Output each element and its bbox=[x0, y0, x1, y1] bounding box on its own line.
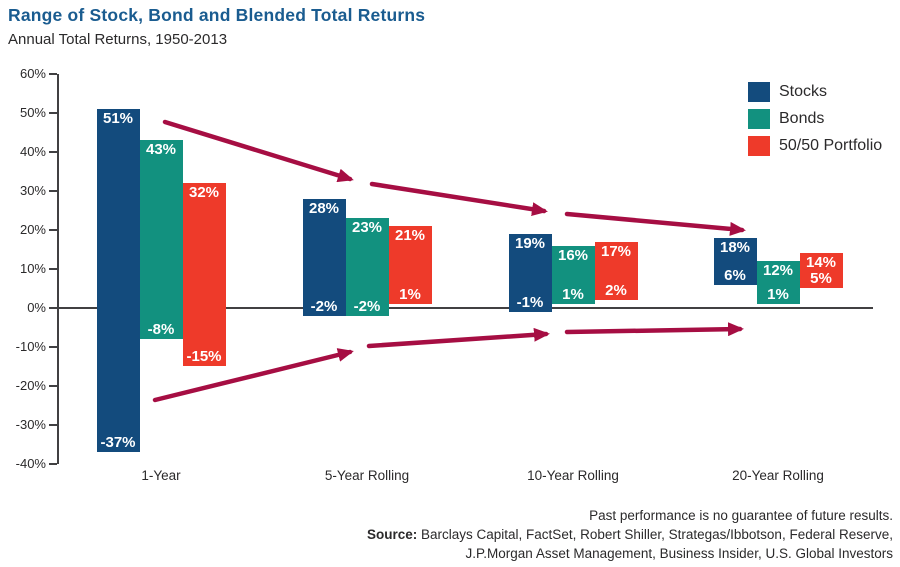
legend-item-stocks: Stocks bbox=[748, 82, 882, 102]
bar-low-value-label: -2% bbox=[310, 297, 338, 315]
y-axis-tick bbox=[49, 73, 57, 75]
bar-low-value-label: 5% bbox=[810, 270, 832, 288]
category-label-20-year-rolling: 20-Year Rolling bbox=[732, 468, 824, 483]
zero-baseline bbox=[57, 306, 873, 309]
bar-low-value-label: -8% bbox=[147, 321, 175, 339]
bar-bonds-20-year-rolling: 12% 1% bbox=[756, 261, 800, 305]
y-axis-tick bbox=[49, 268, 57, 270]
bar-high-value-label: 12% bbox=[762, 262, 794, 280]
bar-high-value-label: 16% bbox=[557, 246, 589, 264]
bar-high-value-label: 28% bbox=[308, 199, 340, 217]
bar-low-value-label: -1% bbox=[516, 293, 544, 311]
bonds-legend-swatch-icon bbox=[748, 109, 770, 129]
legend-label: Bonds bbox=[779, 110, 825, 127]
y-tick-label: 60% bbox=[19, 66, 46, 81]
bar-stocks-10-year-rolling: 19% -1% bbox=[508, 233, 552, 312]
bar-low-value-label: -15% bbox=[186, 348, 222, 366]
y-tick-label: 10% bbox=[19, 261, 46, 276]
bar-low-value-label: -37% bbox=[100, 434, 136, 452]
category-label-10-year-rolling: 10-Year Rolling bbox=[527, 468, 619, 483]
y-axis-tick bbox=[49, 346, 57, 348]
bar-50-50-portfolio-10-year-rolling: 17% 2% bbox=[594, 241, 638, 301]
bar-50-50-portfolio-20-year-rolling: 14% 5% bbox=[799, 253, 843, 289]
category-label-1-year: 1-Year bbox=[141, 468, 181, 483]
source-line-1: Source: Barclays Capital, FactSet, Rober… bbox=[367, 527, 893, 542]
y-tick-label: 0% bbox=[27, 300, 46, 315]
bar-low-value-label: 6% bbox=[724, 266, 746, 284]
y-axis-tick bbox=[49, 112, 57, 114]
disclaimer-text: Past performance is no guarantee of futu… bbox=[589, 508, 893, 523]
y-axis-tick bbox=[49, 424, 57, 426]
chart-subtitle: Annual Total Returns, 1950-2013 bbox=[8, 31, 228, 48]
bar-high-value-label: 17% bbox=[600, 242, 632, 260]
legend-item-50-50-portfolio: 50/50 Portfolio bbox=[748, 136, 882, 156]
bar-high-value-label: 23% bbox=[351, 219, 383, 237]
y-tick-label: -40% bbox=[15, 456, 46, 471]
bar-low-value-label: -2% bbox=[353, 297, 381, 315]
bar-bonds-1-year: 43% -8% bbox=[139, 140, 183, 340]
bar-stocks-5-year-rolling: 28% -2% bbox=[302, 198, 346, 316]
y-tick-label: -30% bbox=[15, 417, 46, 432]
bar-50-50-portfolio-5-year-rolling: 21% 1% bbox=[388, 226, 432, 305]
source-line-2: J.P.Morgan Asset Management, Business In… bbox=[465, 546, 893, 561]
chart-legend: Stocks Bonds 50/50 Portfolio bbox=[748, 82, 882, 163]
stocks-legend-swatch-icon bbox=[748, 82, 770, 102]
legend-label: Stocks bbox=[779, 83, 828, 100]
y-axis-tick bbox=[49, 463, 57, 465]
bar-high-value-label: 43% bbox=[145, 141, 177, 159]
bar-high-value-label: 18% bbox=[719, 238, 751, 256]
y-axis-tick bbox=[49, 307, 57, 309]
bar-high-value-label: 32% bbox=[188, 184, 220, 202]
y-axis-tick bbox=[49, 385, 57, 387]
source-label: Source: bbox=[367, 527, 418, 542]
bar-high-value-label: 14% bbox=[805, 254, 837, 272]
bar-high-value-label: 19% bbox=[514, 234, 546, 252]
bar-stocks-1-year: 51% -37% bbox=[96, 109, 140, 453]
chart-footer: Past performance is no guarantee of futu… bbox=[367, 506, 893, 563]
bar-low-value-label: 1% bbox=[767, 286, 789, 304]
50-50-portfolio-legend-swatch-icon bbox=[748, 136, 770, 156]
y-tick-label: 50% bbox=[19, 105, 46, 120]
bar-low-value-label: 1% bbox=[562, 286, 584, 304]
y-axis-tick bbox=[49, 190, 57, 192]
chart-title: Range of Stock, Bond and Blended Total R… bbox=[8, 5, 426, 25]
bar-50-50-portfolio-1-year: 32% -15% bbox=[182, 183, 226, 367]
bar-stocks-20-year-rolling: 18% 6% bbox=[713, 237, 757, 285]
bar-bonds-5-year-rolling: 23% -2% bbox=[345, 218, 389, 316]
y-tick-label: -20% bbox=[15, 378, 46, 393]
bar-high-value-label: 51% bbox=[102, 110, 134, 128]
bar-low-value-label: 1% bbox=[399, 286, 421, 304]
y-tick-label: 20% bbox=[19, 222, 46, 237]
bar-bonds-10-year-rolling: 16% 1% bbox=[551, 245, 595, 305]
y-tick-label: -10% bbox=[15, 339, 46, 354]
category-label-5-year-rolling: 5-Year Rolling bbox=[324, 468, 410, 483]
legend-item-bonds: Bonds bbox=[748, 109, 882, 129]
bar-low-value-label: 2% bbox=[605, 282, 627, 300]
y-tick-label: 30% bbox=[19, 183, 46, 198]
y-axis-line bbox=[57, 74, 59, 464]
y-axis-tick bbox=[49, 151, 57, 153]
y-axis-tick bbox=[49, 229, 57, 231]
y-tick-label: 40% bbox=[19, 144, 46, 159]
legend-label: 50/50 Portfolio bbox=[779, 137, 883, 154]
bar-high-value-label: 21% bbox=[394, 227, 426, 245]
